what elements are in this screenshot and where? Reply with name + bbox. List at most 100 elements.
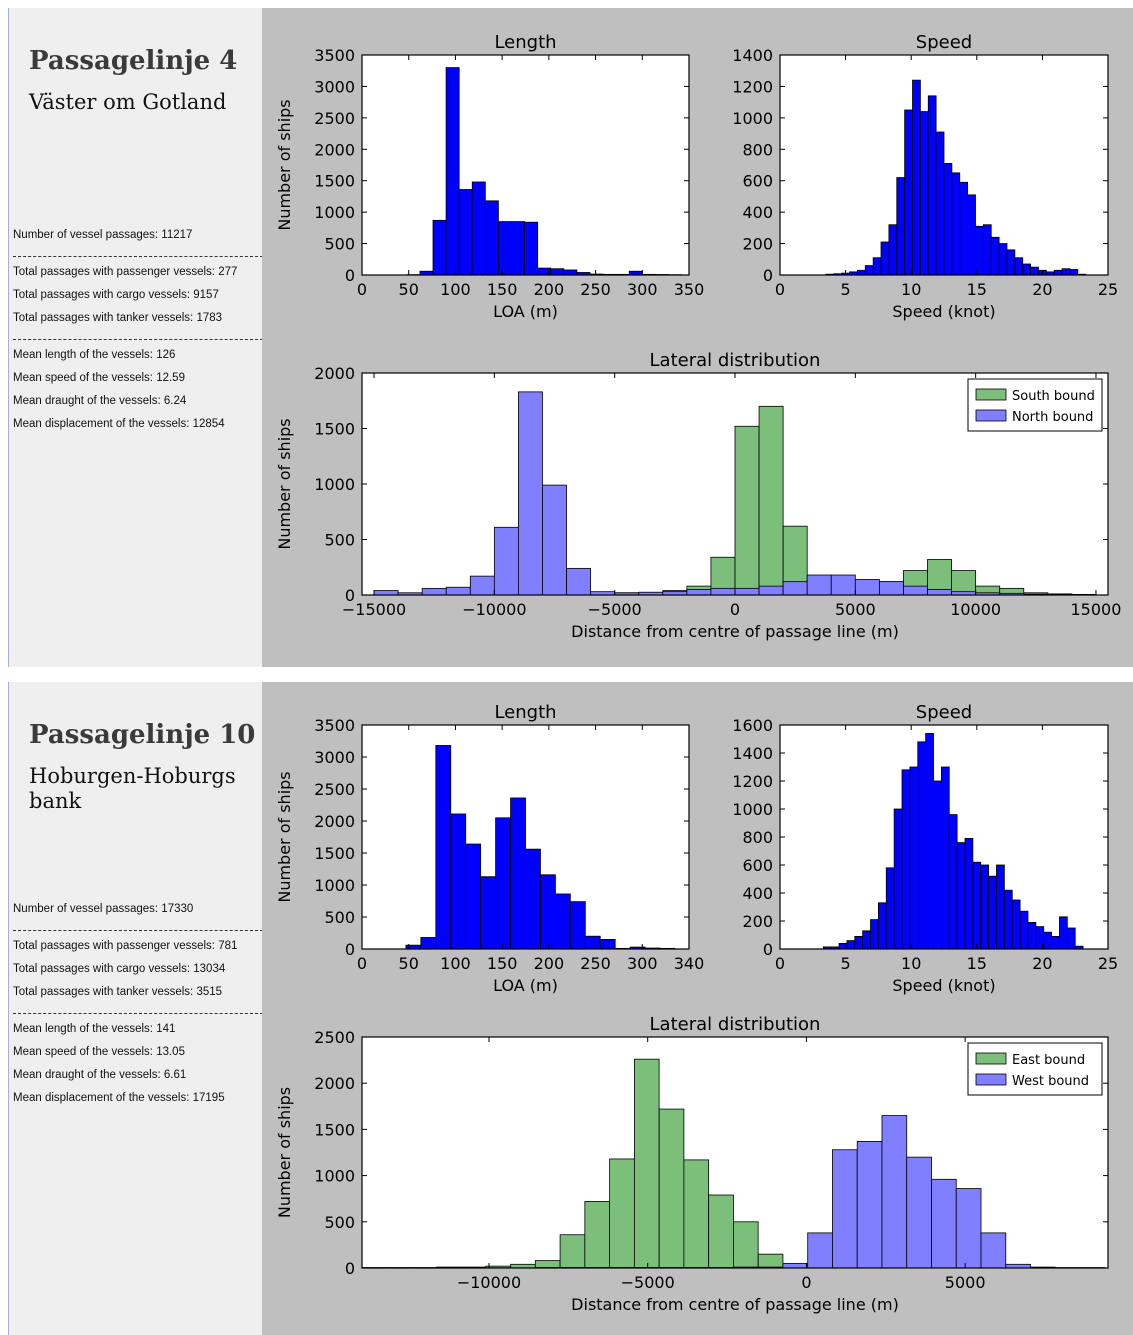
x-axis-label: LOA (m) bbox=[493, 302, 558, 321]
x-tick-label: 150 bbox=[487, 280, 518, 299]
histogram-bar bbox=[782, 581, 808, 596]
y-tick-label: 0 bbox=[345, 586, 355, 605]
histogram-bar bbox=[733, 1221, 759, 1269]
y-tick-label: 1600 bbox=[732, 716, 773, 735]
y-tick-label: 1000 bbox=[314, 1167, 355, 1186]
chart-speed: 0 5 10 15 20 25 0 200 400 600 800 1000 1200 1400 1600 S… bbox=[732, 702, 1118, 995]
legend-label: West bound bbox=[1012, 1074, 1089, 1089]
histogram-bar bbox=[686, 589, 712, 596]
x-tick-label: 20 bbox=[1032, 954, 1052, 973]
y-tick-label: 3000 bbox=[314, 77, 355, 96]
x-axis-label: Speed (knot) bbox=[892, 302, 995, 321]
y-axis-label: Number of ships bbox=[275, 418, 294, 549]
x-tick-label: 50 bbox=[399, 954, 419, 973]
separator bbox=[13, 1013, 263, 1014]
plot-area: 0 50 100 150 200 250 300 340 0 500 1000 1500 2000 250… bbox=[262, 682, 1133, 1335]
y-tick-label: 500 bbox=[324, 235, 355, 254]
stat-passages: Number of vessel passages: 11217 bbox=[13, 229, 193, 241]
histogram-bar bbox=[951, 570, 977, 596]
y-tick-label: 2500 bbox=[314, 780, 355, 799]
page-subtitle: Väster om Gotland bbox=[29, 90, 227, 114]
x-tick-label: 350 bbox=[674, 280, 705, 299]
bar-series bbox=[373, 391, 1097, 596]
stat-passenger: Total passages with passenger vessels: 7… bbox=[13, 940, 238, 952]
histogram-bar bbox=[906, 1156, 932, 1269]
y-tick-label: 3000 bbox=[314, 748, 355, 767]
chart-title: Lateral distribution bbox=[650, 1014, 821, 1035]
y-tick-label: 500 bbox=[324, 531, 355, 550]
histogram-bar bbox=[856, 1141, 883, 1269]
x-tick-label: −15000 bbox=[342, 600, 406, 619]
chart-title: Lateral distribution bbox=[650, 350, 821, 371]
separator bbox=[13, 930, 263, 931]
info-sidebar: Passagelinje 10 Hoburgen-Hoburgs bank Nu… bbox=[8, 682, 263, 1335]
histogram-bar bbox=[903, 585, 928, 596]
histogram-bar bbox=[445, 586, 471, 596]
stat-passages: Number of vessel passages: 17330 bbox=[13, 903, 194, 915]
bar-series bbox=[822, 733, 1084, 950]
x-tick-label: 100 bbox=[440, 280, 471, 299]
x-tick-label: 50 bbox=[399, 280, 419, 299]
stat-mean-displacement: Mean displacement of the vessels: 17195 bbox=[13, 1092, 225, 1104]
x-tick-label: 0 bbox=[730, 600, 740, 619]
y-tick-label: 0 bbox=[763, 940, 773, 959]
panel-passagelinje-10: Passagelinje 10 Hoburgen-Hoburgs bank Nu… bbox=[8, 682, 1133, 1335]
page-title: Passagelinje 10 bbox=[29, 720, 256, 750]
x-tick-label: 25 bbox=[1098, 280, 1118, 299]
x-tick-label: 10000 bbox=[950, 600, 1001, 619]
plot-frame bbox=[361, 54, 690, 276]
x-tick-label: 0 bbox=[357, 280, 367, 299]
stat-tanker: Total passages with tanker vessels: 3515 bbox=[13, 986, 223, 998]
y-tick-label: 2000 bbox=[314, 364, 355, 383]
histogram-bar bbox=[683, 1159, 710, 1269]
legend-box bbox=[967, 378, 1103, 432]
chart-title: Length bbox=[494, 702, 556, 723]
y-axis-label: Number of ships bbox=[275, 771, 294, 902]
histogram-bar bbox=[734, 587, 760, 596]
histogram-bar bbox=[518, 391, 543, 596]
histogram-bar bbox=[658, 1108, 685, 1269]
y-tick-label: 2000 bbox=[314, 812, 355, 831]
x-tick-label: 200 bbox=[534, 954, 565, 973]
y-tick-label: 1400 bbox=[732, 46, 773, 65]
histogram-bar bbox=[493, 526, 519, 596]
bar-series bbox=[405, 745, 676, 950]
legend-swatch bbox=[975, 1073, 1007, 1086]
x-tick-label: 0 bbox=[775, 954, 785, 973]
y-tick-label: 2000 bbox=[314, 140, 355, 159]
x-tick-label: −5000 bbox=[621, 1273, 675, 1292]
legend: East bound West bound bbox=[967, 1042, 1103, 1096]
x-tick-label: 15000 bbox=[1071, 600, 1122, 619]
histogram-bar bbox=[469, 575, 495, 596]
histogram-bar bbox=[708, 1194, 734, 1269]
stat-mean-draught: Mean draught of the vessels: 6.24 bbox=[13, 395, 187, 407]
x-axis-label: LOA (m) bbox=[493, 976, 558, 995]
histogram-bar bbox=[980, 1232, 1007, 1269]
x-tick-label: 5000 bbox=[945, 1273, 986, 1292]
x-tick-label: −10000 bbox=[462, 600, 526, 619]
histogram-bar bbox=[758, 405, 784, 596]
panel-passagelinje-4: Passagelinje 4 Väster om Gotland Number … bbox=[8, 8, 1133, 667]
chart-length: 0 50 100 150 200 250 300 340 0 500 1000 1500 2000 250… bbox=[275, 702, 704, 995]
chart-lateral: −10000 −5000 0 5000 0 500 1000 1500 2000 2500 Late… bbox=[275, 1014, 1109, 1314]
x-tick-label: 250 bbox=[580, 954, 611, 973]
stat-mean-speed: Mean speed of the vessels: 13.05 bbox=[13, 1046, 185, 1058]
histogram-bar bbox=[807, 1232, 833, 1269]
y-tick-label: 1000 bbox=[314, 475, 355, 494]
bar-series bbox=[406, 67, 682, 276]
histogram-bar bbox=[421, 587, 447, 596]
x-tick-label: 200 bbox=[534, 280, 565, 299]
x-tick-label: −5000 bbox=[588, 600, 642, 619]
y-axis-label: Number of ships bbox=[275, 1087, 294, 1218]
y-tick-label: 800 bbox=[742, 140, 773, 159]
chart-speed: 0 5 10 15 20 25 0 200 400 600 800 1000 1200 1400 Speed… bbox=[732, 32, 1118, 321]
histogram-bar bbox=[878, 581, 904, 596]
y-tick-label: 2500 bbox=[314, 1028, 355, 1047]
legend-swatch bbox=[975, 1052, 1007, 1065]
histogram-bar bbox=[955, 1188, 982, 1269]
y-tick-label: 500 bbox=[324, 1213, 355, 1232]
plot-frame bbox=[361, 724, 690, 950]
info-sidebar: Passagelinje 4 Väster om Gotland Number … bbox=[8, 8, 263, 667]
y-tick-label: 3500 bbox=[314, 716, 355, 735]
histogram-bar bbox=[559, 1234, 586, 1269]
